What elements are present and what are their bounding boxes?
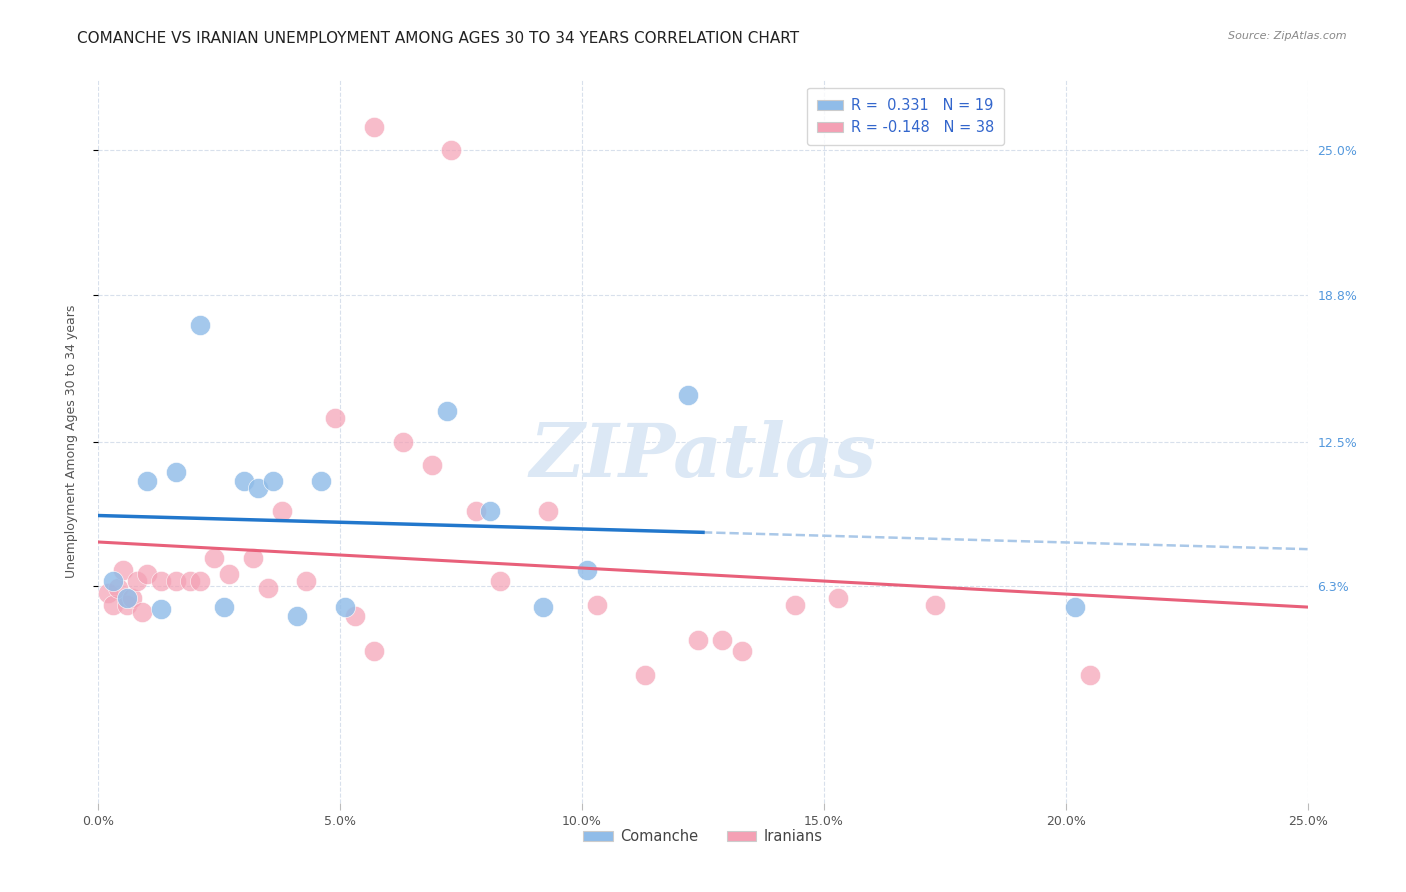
Point: [262, 474, 284, 488]
Point: [363, 644, 385, 658]
Point: [392, 434, 415, 449]
Point: [711, 632, 734, 647]
Text: ZIPatlas: ZIPatlas: [530, 420, 876, 492]
Text: COMANCHE VS IRANIAN UNEMPLOYMENT AMONG AGES 30 TO 34 YEARS CORRELATION CHART: COMANCHE VS IRANIAN UNEMPLOYMENT AMONG A…: [77, 31, 800, 46]
Point: [165, 465, 187, 479]
Point: [325, 411, 347, 425]
Point: [107, 582, 129, 596]
Point: [127, 574, 149, 589]
Point: [1078, 667, 1101, 681]
Point: [101, 574, 124, 589]
Y-axis label: Unemployment Among Ages 30 to 34 years: Unemployment Among Ages 30 to 34 years: [65, 305, 77, 578]
Point: [232, 474, 254, 488]
Point: [204, 551, 226, 566]
Point: [436, 404, 458, 418]
Point: [188, 318, 211, 332]
Point: [150, 602, 173, 616]
Point: [247, 481, 270, 495]
Text: Source: ZipAtlas.com: Source: ZipAtlas.com: [1229, 31, 1347, 41]
Point: [479, 504, 502, 518]
Point: [117, 591, 139, 605]
Point: [111, 563, 134, 577]
Point: [343, 609, 366, 624]
Point: [783, 598, 806, 612]
Point: [464, 504, 486, 518]
Point: [688, 632, 710, 647]
Point: [179, 574, 201, 589]
Point: [827, 591, 849, 605]
Point: [150, 574, 173, 589]
Point: [731, 644, 754, 658]
Point: [537, 504, 560, 518]
Point: [678, 388, 700, 402]
Point: [121, 591, 143, 605]
Point: [333, 600, 356, 615]
Point: [101, 598, 124, 612]
Point: [242, 551, 264, 566]
Point: [585, 598, 607, 612]
Point: [135, 474, 157, 488]
Point: [135, 567, 157, 582]
Legend: Comanche, Iranians: Comanche, Iranians: [578, 823, 828, 850]
Point: [489, 574, 512, 589]
Point: [531, 600, 554, 615]
Point: [295, 574, 318, 589]
Point: [575, 563, 598, 577]
Point: [363, 120, 385, 134]
Point: [924, 598, 946, 612]
Point: [165, 574, 187, 589]
Point: [440, 143, 463, 157]
Point: [131, 605, 153, 619]
Point: [218, 567, 240, 582]
Point: [1064, 600, 1087, 615]
Point: [309, 474, 332, 488]
Point: [212, 600, 235, 615]
Point: [285, 609, 308, 624]
Point: [97, 586, 120, 600]
Point: [117, 598, 139, 612]
Point: [420, 458, 443, 472]
Point: [188, 574, 211, 589]
Point: [256, 582, 278, 596]
Point: [271, 504, 294, 518]
Point: [634, 667, 657, 681]
